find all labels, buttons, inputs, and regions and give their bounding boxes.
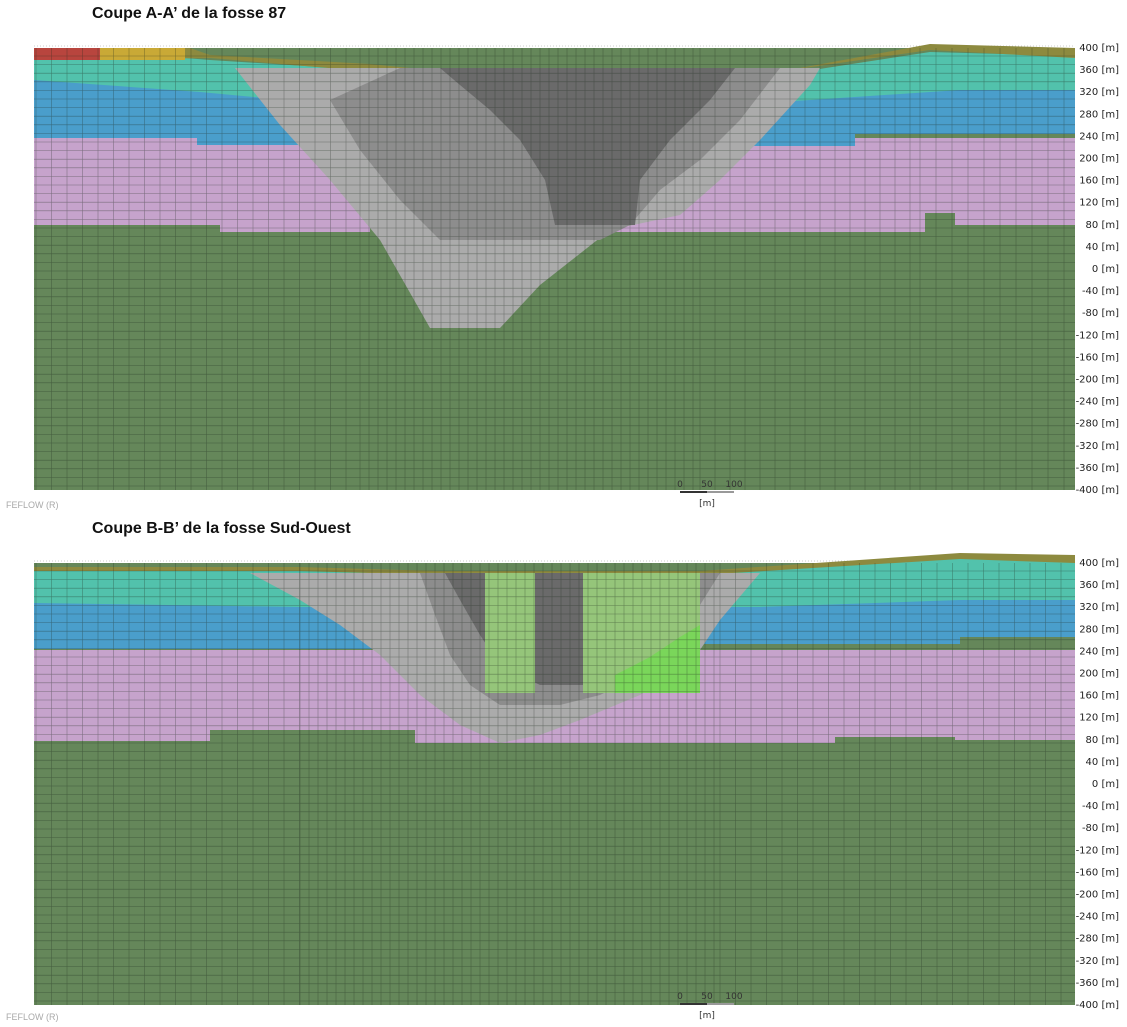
- axis-tick-label: 240 [m]: [1079, 646, 1119, 657]
- axis-tick-label: -360 [m]: [1076, 978, 1120, 989]
- axis-tick-label: 360 [m]: [1079, 65, 1119, 76]
- section-b-title: Coupe B-B’ de la fosse Sud-Ouest: [92, 520, 351, 537]
- axis-tick-label: -160 [m]: [1076, 867, 1120, 878]
- axis-tick-label: -320 [m]: [1076, 956, 1120, 967]
- scale-bar-unit: [m]: [699, 1011, 715, 1021]
- section-b-diagram: 400 [m] 360 [m] 320 [m] 280 [m] 240 [m] 200 […: [34, 553, 1120, 1021]
- section-a-diagram: 400 [m] 360 [m] 320 [m] 280 [m] 240 [m] 200 […: [34, 43, 1120, 509]
- scale-bar-segment: [707, 491, 734, 493]
- axis-tick-label: -400 [m]: [1076, 485, 1120, 496]
- scale-bar-segment: [680, 491, 707, 493]
- pit-grey-dark: [440, 68, 735, 225]
- axis-tick-label: -400 [m]: [1076, 1000, 1120, 1011]
- mesh-grid: [34, 48, 1075, 490]
- axis-tick-label: 0 [m]: [1092, 779, 1119, 790]
- axis-tick-label: 320 [m]: [1079, 87, 1119, 98]
- axis-tick-label: 0 [m]: [1092, 264, 1119, 275]
- section-a-title: Coupe A-A’ de la fosse 87: [92, 5, 287, 22]
- axis-tick-label: -80 [m]: [1082, 823, 1119, 834]
- axis-tick-label: -320 [m]: [1076, 441, 1120, 452]
- scale-bar-label: 50: [701, 480, 713, 490]
- axis-tick-label: -240 [m]: [1076, 912, 1120, 923]
- yellow-layer: [100, 48, 185, 60]
- scale-bar-label: 100: [725, 480, 742, 490]
- scale-bar-segment: [680, 1003, 707, 1005]
- axis-tick-label: 280 [m]: [1079, 109, 1119, 120]
- scale-bar-label: 0: [677, 992, 683, 1002]
- axis-tick-label: -240 [m]: [1076, 397, 1120, 408]
- software-brand-b: FEFLOW (R): [6, 1012, 59, 1022]
- axis-tick-label: 280 [m]: [1079, 624, 1119, 635]
- axis-tick-label: 160 [m]: [1079, 176, 1119, 187]
- olive-layer: [34, 553, 1075, 575]
- scale-bar-unit: [m]: [699, 499, 715, 509]
- axis-tick-label: 80 [m]: [1086, 220, 1120, 231]
- axis-tick-label: -200 [m]: [1076, 890, 1120, 901]
- axis-tick-label: 160 [m]: [1079, 691, 1119, 702]
- red-layer: [34, 48, 100, 60]
- axis-tick-label: -160 [m]: [1076, 352, 1120, 363]
- axis-tick-label: -80 [m]: [1082, 308, 1119, 319]
- axis-tick-label: 120 [m]: [1079, 198, 1119, 209]
- axis-tick-label: -280 [m]: [1076, 419, 1120, 430]
- axis-tick-label: -200 [m]: [1076, 375, 1120, 386]
- axis-tick-label: 40 [m]: [1086, 757, 1120, 768]
- axis-tick-label: 400 [m]: [1079, 43, 1119, 54]
- scale-bar-segment: [707, 1003, 734, 1005]
- axis-tick-label: -120 [m]: [1076, 330, 1120, 341]
- pit-fill-green-bright: [615, 625, 700, 693]
- axis-tick-label: 80 [m]: [1086, 735, 1120, 746]
- software-brand-a: FEFLOW (R): [6, 500, 59, 510]
- scale-bar-label: 50: [701, 992, 713, 1002]
- axis-tick-label: -280 [m]: [1076, 934, 1120, 945]
- axis-tick-label: -120 [m]: [1076, 845, 1120, 856]
- axis-tick-label: 40 [m]: [1086, 242, 1120, 253]
- scale-bar-label: 0: [677, 480, 683, 490]
- axis-tick-label: 240 [m]: [1079, 131, 1119, 142]
- axis-tick-label: -40 [m]: [1082, 286, 1119, 297]
- axis-tick-label: 320 [m]: [1079, 602, 1119, 613]
- pit-fill-green-left: [485, 573, 535, 693]
- axis-tick-label: 120 [m]: [1079, 713, 1119, 724]
- axis-tick-label: 400 [m]: [1079, 558, 1119, 569]
- axis-tick-label: 200 [m]: [1079, 154, 1119, 165]
- axis-tick-label: -360 [m]: [1076, 463, 1120, 474]
- scale-bar-label: 100: [725, 992, 742, 1002]
- axis-tick-label: 360 [m]: [1079, 580, 1119, 591]
- mesh-grid: [34, 563, 1075, 1005]
- axis-tick-label: 200 [m]: [1079, 669, 1119, 680]
- axis-tick-label: -40 [m]: [1082, 801, 1119, 812]
